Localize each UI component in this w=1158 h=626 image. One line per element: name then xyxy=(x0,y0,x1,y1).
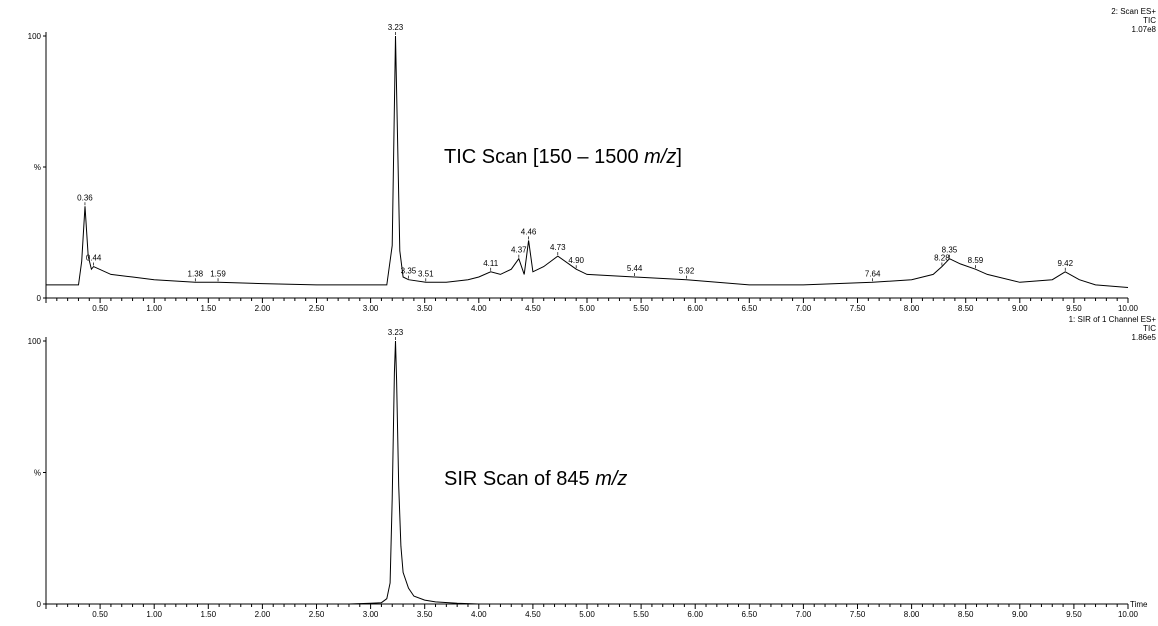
panel-info-line: 1.07e8 xyxy=(1132,25,1157,34)
x-axis-unit-label: Time xyxy=(1130,600,1148,609)
x-tick-label: 3.00 xyxy=(363,610,379,619)
peak-label: 4.11 xyxy=(483,259,499,268)
chart-panel-2: 0.50 1.00 1.50 2.00 2.50 3.00 3.50 4.00 4.50 5.00… xyxy=(28,315,1157,619)
peak-label: 8.28 xyxy=(934,254,950,263)
peak-label: 5.92 xyxy=(679,267,695,276)
peak-label: 8.35 xyxy=(942,246,958,255)
x-tick-label: 8.50 xyxy=(958,610,974,619)
x-tick-label: 9.50 xyxy=(1066,610,1082,619)
x-tick-label: 6.50 xyxy=(742,610,758,619)
x-tick-label: 4.00 xyxy=(471,304,487,313)
x-tick-label: 2.00 xyxy=(255,304,271,313)
x-tick-label: 6.50 xyxy=(742,304,758,313)
x-tick-label: 2.00 xyxy=(255,610,271,619)
peak-label: 4.37 xyxy=(511,246,527,255)
x-tick-label: 4.50 xyxy=(525,304,541,313)
x-tick-label: 1.00 xyxy=(146,304,162,313)
y-tick-label: 100 xyxy=(28,337,42,346)
x-tick-label: 10.00 xyxy=(1118,610,1139,619)
x-tick-label: 1.50 xyxy=(201,610,217,619)
x-tick-label: 1.00 xyxy=(146,610,162,619)
x-tick-label: 3.00 xyxy=(363,304,379,313)
annotation-suffix: ] xyxy=(676,146,682,168)
peak-label: 3.23 xyxy=(388,23,404,32)
annotation-prefix: TIC Scan [150 – 1500 xyxy=(444,146,644,168)
x-tick-label: 5.00 xyxy=(579,610,595,619)
panel-info-line: 2: Scan ES+ xyxy=(1111,7,1156,16)
peak-label: 3.35 xyxy=(401,267,417,276)
peak-label: 1.38 xyxy=(188,269,204,278)
peak-label: 3.51 xyxy=(418,269,434,278)
peak-label: 4.73 xyxy=(550,243,566,252)
peak-label: 8.59 xyxy=(968,256,984,265)
y-tick-label: 100 xyxy=(28,32,42,41)
x-tick-label: 8.00 xyxy=(904,610,920,619)
peak-label: 0.36 xyxy=(77,193,93,202)
annotation-unit: m/z xyxy=(595,468,627,490)
x-tick-label: 0.50 xyxy=(92,304,108,313)
x-tick-label: 6.00 xyxy=(687,304,703,313)
peak-label: 5.44 xyxy=(627,264,643,273)
annotation-unit: m/z xyxy=(644,146,676,168)
x-tick-label: 3.50 xyxy=(417,610,433,619)
x-tick-label: 4.00 xyxy=(471,610,487,619)
peak-label: 4.90 xyxy=(568,256,584,265)
x-tick-label: 6.00 xyxy=(687,610,703,619)
x-tick-label: 7.50 xyxy=(850,304,866,313)
x-tick-label: 8.00 xyxy=(904,304,920,313)
x-tick-label: 7.00 xyxy=(796,610,812,619)
x-tick-label: 7.00 xyxy=(796,304,812,313)
x-tick-label: 8.50 xyxy=(958,304,974,313)
peak-label: 1.59 xyxy=(210,269,226,278)
chart-panel-1: 0.50 1.00 1.50 2.00 2.50 3.00 3.50 4.00 4.50 5.00… xyxy=(28,7,1157,313)
y-tick-label: 0 xyxy=(37,600,42,609)
x-tick-label: 4.50 xyxy=(525,610,541,619)
peak-label: 4.46 xyxy=(521,227,537,236)
x-tick-label: 9.50 xyxy=(1066,304,1082,313)
x-tick-label: 9.00 xyxy=(1012,304,1028,313)
panel-annotation: SIR Scan of 845 m/z xyxy=(444,468,627,490)
x-tick-label: 10.00 xyxy=(1118,304,1139,313)
x-tick-label: 2.50 xyxy=(309,304,325,313)
y-tick-label: % xyxy=(34,469,41,478)
annotation-prefix: SIR Scan of 845 xyxy=(444,468,595,490)
x-tick-label: 2.50 xyxy=(309,610,325,619)
x-tick-label: 9.00 xyxy=(1012,610,1028,619)
peak-label: 9.42 xyxy=(1057,259,1073,268)
x-tick-label: 0.50 xyxy=(92,610,108,619)
panel-info-line: TIC xyxy=(1143,16,1156,25)
y-tick-label: % xyxy=(34,163,41,172)
peak-label: 0.44 xyxy=(86,254,102,263)
peak-label: 3.23 xyxy=(388,328,404,337)
x-tick-label: 5.00 xyxy=(579,304,595,313)
y-tick-label: 0 xyxy=(37,294,42,303)
panel-annotation: TIC Scan [150 – 1500 m/z] xyxy=(444,146,682,168)
x-tick-label: 7.50 xyxy=(850,610,866,619)
x-tick-label: 1.50 xyxy=(201,304,217,313)
x-tick-label: 5.50 xyxy=(633,610,649,619)
peak-label: 7.64 xyxy=(865,269,881,278)
x-tick-label: 3.50 xyxy=(417,304,433,313)
panel-info-line: TIC xyxy=(1143,324,1156,333)
panel-info-line: 1: SIR of 1 Channel ES+ xyxy=(1069,315,1157,324)
panel-info-line: 1.86e5 xyxy=(1132,333,1157,342)
series-line-1 xyxy=(348,340,479,605)
series-line-1 xyxy=(46,35,1129,288)
x-tick-label: 5.50 xyxy=(633,304,649,313)
